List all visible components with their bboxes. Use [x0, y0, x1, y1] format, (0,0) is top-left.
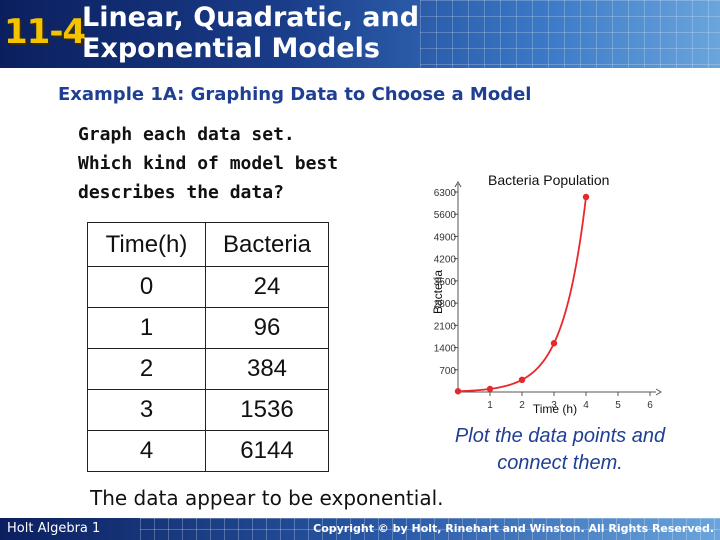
data-point	[454, 388, 462, 395]
table-row: 0 24	[87, 266, 329, 308]
chart-series	[454, 193, 590, 395]
data-table: Time(h) Bacteria 0 24 1 96 2 384 3 1536 …	[87, 222, 329, 472]
hint-line-1: Plot the data points and	[454, 425, 666, 447]
x-tick-label: 3	[551, 400, 557, 411]
x-tick-label: 1	[487, 400, 493, 411]
series-line-bacteria	[457, 196, 587, 393]
example-title: Example 1A: Graphing Data to Choose a Mo…	[58, 84, 532, 105]
header-grid-pattern	[420, 0, 720, 68]
lesson-title: Linear, Quadratic, and Exponential Model…	[82, 2, 419, 64]
cell-time: 0	[87, 266, 206, 308]
y-tick-label: 4900	[434, 232, 457, 243]
footer-publisher: Holt Algebra 1	[7, 521, 101, 536]
cell-bacteria: 1536	[205, 389, 329, 431]
chart-title: Bacteria Population	[488, 172, 609, 188]
data-point	[486, 385, 494, 393]
cell-time: 2	[87, 348, 206, 390]
problem-prompt: Graph each data set. Which kind of model…	[78, 120, 438, 207]
table-row: 1 96	[87, 307, 329, 349]
lesson-title-line-1: Linear, Quadratic, and	[82, 2, 420, 33]
bacteria-population-chart: Bacteria Population Bacteria Time (h) 1 2…	[431, 172, 662, 416]
column-header-bacteria: Bacteria	[205, 222, 329, 267]
x-tick-label: 2	[519, 400, 525, 411]
table-row: 2 384	[87, 348, 329, 390]
y-tick-label: 6300	[434, 188, 457, 199]
prompt-line-3: describes the data?	[78, 182, 284, 203]
cell-time: 3	[87, 389, 206, 431]
data-point	[550, 340, 558, 347]
hint-line-2: connect them.	[497, 452, 623, 474]
y-tick-label: 5600	[434, 210, 457, 221]
cell-bacteria: 24	[205, 266, 329, 308]
column-header-time: Time(h)	[87, 222, 206, 267]
cell-bacteria: 384	[205, 348, 329, 390]
hint-text: Plot the data points and connect them.	[410, 423, 710, 477]
lesson-header: 11-4 Linear, Quadratic, and Exponential …	[0, 0, 720, 68]
table-row: 3 1536	[87, 389, 329, 431]
x-tick-label: 5	[615, 400, 621, 411]
y-tick-label: 2800	[434, 299, 457, 310]
y-tick-label: 4200	[434, 255, 457, 266]
x-tick-label: 6	[647, 400, 653, 411]
table-header-row: Time(h) Bacteria	[87, 222, 329, 267]
cell-bacteria: 96	[205, 307, 329, 349]
footer-copyright: Copyright © by Holt, Rinehart and Winsto…	[313, 522, 714, 535]
table-row: 4 6144	[87, 430, 329, 472]
prompt-line-1: Graph each data set.	[78, 124, 295, 145]
footer-grid-pattern	[140, 518, 720, 540]
cell-bacteria: 6144	[205, 430, 329, 472]
conclusion-text: The data appear to be exponential.	[90, 486, 444, 510]
y-tick-label: 3500	[434, 277, 457, 288]
chart-y-axis-label: Bacteria	[431, 270, 445, 314]
chart-x-axis-label: Time (h)	[533, 402, 577, 416]
prompt-line-2: Which kind of model best	[78, 153, 339, 174]
y-axis-arrow	[454, 181, 462, 188]
y-tick-label: 2100	[434, 321, 457, 332]
x-axis-arrow	[655, 388, 662, 396]
chart-axes	[454, 181, 662, 396]
cell-time: 4	[87, 430, 206, 472]
lesson-number: 11-4	[4, 12, 86, 52]
data-point	[518, 376, 526, 384]
data-point	[582, 193, 590, 201]
cell-time: 1	[87, 307, 206, 349]
y-tick-label: 700	[439, 366, 456, 377]
y-tick-label: 1400	[434, 344, 457, 355]
footer-bar: Holt Algebra 1 Copyright © by Holt, Rine…	[0, 518, 720, 540]
lesson-title-line-2: Exponential Models	[82, 33, 380, 64]
x-tick-label: 4	[583, 400, 589, 411]
chart-ticks: 1 2 3 4 5 6 700 1400 2100 2800 3500 4200 4900 5600 630…	[434, 188, 653, 411]
